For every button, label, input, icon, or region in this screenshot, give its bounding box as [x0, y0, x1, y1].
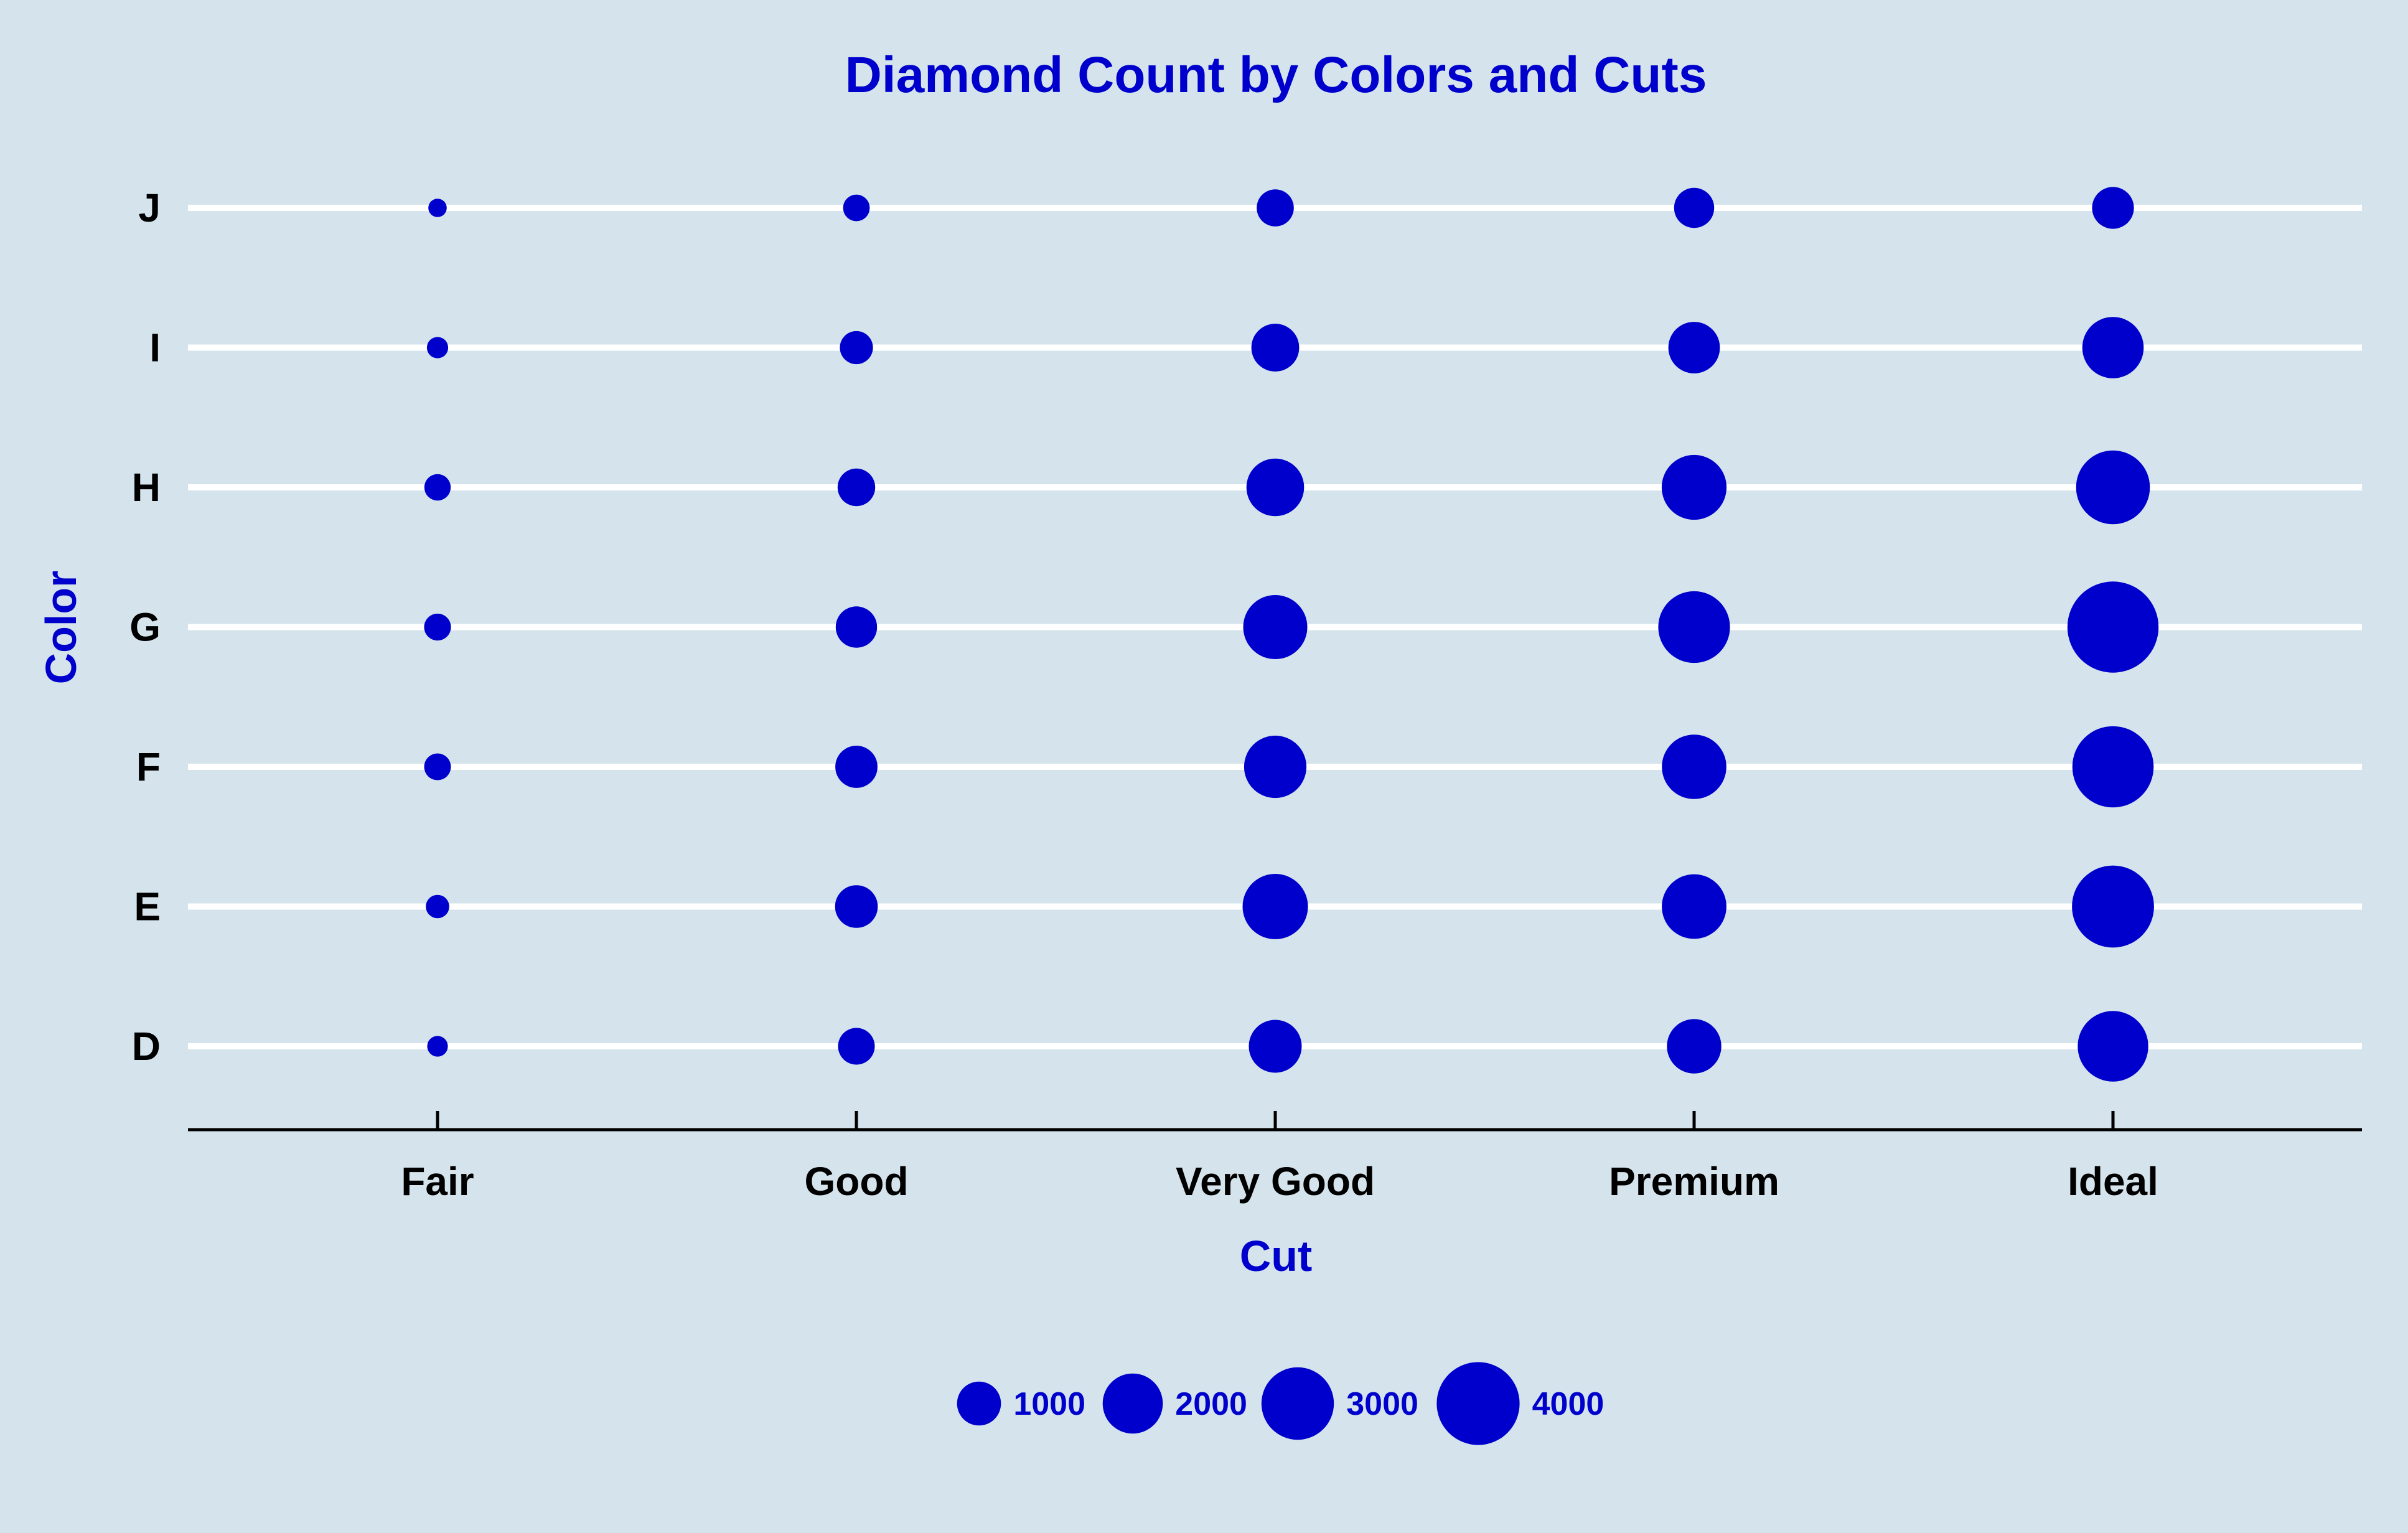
bubble-good-i — [840, 331, 873, 365]
bubble-very-good-h — [1246, 458, 1305, 517]
legend-key-4000 — [1436, 1362, 1520, 1445]
bubble-ideal-j — [2092, 187, 2134, 229]
bubble-ideal-d — [2078, 1011, 2148, 1082]
y-tick-label-j: J — [138, 185, 161, 230]
y-tick-label-d: D — [132, 1024, 161, 1069]
bubble-fair-e — [426, 894, 449, 919]
bubble-premium-d — [1667, 1019, 1722, 1074]
x-axis-title: Cut — [1240, 1232, 1313, 1280]
bubble-ideal-f — [2072, 726, 2154, 808]
bubble-premium-e — [1662, 874, 1726, 939]
bubble-very-good-i — [1251, 324, 1300, 372]
y-tick-label-i: I — [149, 326, 161, 370]
bubble-ideal-g — [2067, 581, 2159, 673]
legend-key-1000 — [957, 1381, 1001, 1426]
bubble-fair-j — [428, 199, 447, 217]
x-tick-label-very-good: Very Good — [1176, 1159, 1375, 1204]
size-legend: 1000 2000 3000 4000 — [957, 1362, 1605, 1445]
bubble-ideal-e — [2072, 865, 2154, 948]
y-tick-label-h: H — [132, 465, 161, 510]
x-tick-label-fair: Fair — [401, 1159, 474, 1204]
bubble-ideal-h — [2076, 450, 2150, 525]
bubble-good-e — [835, 885, 878, 928]
bubble-fair-g — [424, 613, 451, 641]
bubble-good-j — [843, 194, 870, 222]
x-tick-label-good: Good — [804, 1159, 908, 1204]
chart-title: Diamond Count by Colors and Cuts — [845, 47, 1707, 103]
legend-label-1000: 1000 — [1013, 1386, 1085, 1422]
bubble-premium-j — [1674, 187, 1715, 228]
y-axis-title: Color — [37, 571, 85, 685]
bubble-good-h — [837, 468, 876, 507]
y-axis-tick-labels: D E F G H I J — [129, 185, 161, 1069]
bubble-fair-i — [426, 337, 449, 359]
x-tick-label-ideal: Ideal — [2068, 1159, 2158, 1204]
bubble-ideal-i — [2082, 317, 2144, 378]
bubble-good-f — [835, 746, 878, 788]
bubble-good-g — [835, 606, 878, 648]
bubble-premium-g — [1658, 591, 1730, 663]
bubble-very-good-j — [1257, 189, 1294, 227]
legend-label-2000: 2000 — [1175, 1386, 1247, 1422]
bubble-fair-f — [424, 753, 451, 781]
bubble-points — [424, 187, 2159, 1082]
y-tick-label-e: E — [134, 884, 161, 929]
bubble-very-good-f — [1244, 735, 1307, 799]
legend-label-4000: 4000 — [1532, 1386, 1605, 1422]
bubble-fair-h — [424, 474, 451, 501]
legend-label-3000: 3000 — [1346, 1386, 1418, 1422]
x-axis-tick-labels: Fair Good Very Good Premium Ideal — [401, 1159, 2158, 1204]
legend-key-3000 — [1261, 1367, 1334, 1440]
bubble-premium-h — [1661, 454, 1727, 520]
y-tick-label-f: F — [136, 744, 161, 789]
x-axis-ticks — [436, 1111, 2115, 1130]
bubble-very-good-g — [1243, 595, 1308, 659]
bubble-good-d — [838, 1028, 875, 1065]
bubble-very-good-e — [1242, 874, 1308, 939]
bubble-premium-i — [1668, 322, 1720, 373]
x-tick-label-premium: Premium — [1609, 1159, 1779, 1204]
bubble-very-good-d — [1249, 1020, 1302, 1073]
bubble-fair-d — [427, 1036, 448, 1057]
bubble-premium-f — [1662, 734, 1726, 799]
y-tick-label-g: G — [129, 605, 161, 650]
legend-key-2000 — [1102, 1373, 1163, 1434]
